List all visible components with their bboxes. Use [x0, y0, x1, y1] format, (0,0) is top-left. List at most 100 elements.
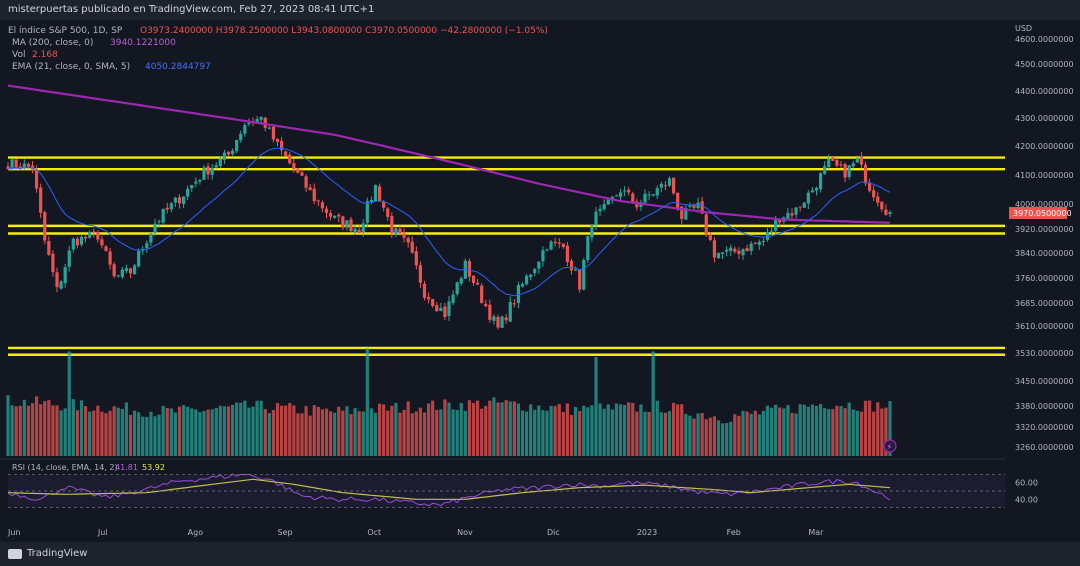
- candle-body: [631, 193, 635, 202]
- volume-bar: [426, 403, 431, 456]
- volume-bar: [308, 415, 312, 456]
- candle-body: [582, 260, 586, 290]
- published-info: misterpuertas publicado en TradingView.c…: [8, 4, 375, 15]
- y-tick-label: 3920.0000000: [1015, 225, 1074, 234]
- flash-icon[interactable]: [883, 439, 897, 453]
- candle-body: [737, 250, 741, 254]
- x-tick-label: 2023: [637, 528, 657, 537]
- volume-bar: [386, 410, 390, 456]
- candle-body: [63, 267, 67, 284]
- candle-body: [627, 189, 631, 193]
- volume-bar: [271, 409, 276, 456]
- volume-bar: [839, 406, 843, 456]
- candle-body: [398, 228, 402, 234]
- candle-body: [557, 242, 561, 244]
- volume-bar: [288, 402, 292, 456]
- candle-body: [128, 268, 133, 274]
- candle-body: [300, 172, 304, 176]
- candle-body: [198, 180, 202, 182]
- volume-bar: [414, 411, 418, 456]
- volume-bar: [635, 411, 639, 456]
- volume-bar: [210, 409, 214, 456]
- candle-body: [549, 241, 553, 250]
- volume-bar: [451, 409, 455, 456]
- volume-bar: [410, 413, 414, 456]
- candle-body: [786, 212, 790, 219]
- candle-body: [120, 269, 124, 277]
- volume-bar: [173, 412, 178, 456]
- x-tick-label: Ago: [188, 528, 204, 537]
- volume-bar: [30, 403, 35, 456]
- legend-rsi-label: RSI (14, close, EMA, 14, 2): [12, 463, 118, 472]
- volume-bar: [157, 414, 161, 456]
- candle-body: [565, 245, 570, 262]
- y-tick-label: 4300.0000000: [1015, 114, 1074, 123]
- candle-body: [55, 272, 59, 288]
- volume-bar: [145, 416, 149, 456]
- price-chart[interactable]: 4600.0000000 4500.0000000 4400.0000000 4300…: [0, 20, 1080, 542]
- volume-bar: [872, 411, 876, 456]
- candle-body: [377, 186, 382, 201]
- candle-body: [872, 190, 876, 198]
- volume-bar: [214, 408, 218, 456]
- tradingview-brand[interactable]: TradingView: [8, 542, 87, 566]
- candle-body: [316, 200, 320, 202]
- volume-bar: [96, 405, 100, 456]
- candle-body: [561, 243, 565, 248]
- candle-body: [132, 265, 137, 275]
- volume-bar: [614, 403, 619, 456]
- candle-body: [75, 238, 80, 246]
- volume-bar: [827, 409, 831, 456]
- volume-bar: [529, 404, 533, 456]
- volume-bar: [186, 406, 190, 456]
- candle-body: [386, 208, 390, 217]
- candle-body: [835, 159, 839, 166]
- candle-body: [884, 209, 888, 215]
- candle-body: [508, 301, 512, 322]
- candle-body: [573, 269, 578, 271]
- volume-bar: [435, 409, 439, 456]
- volume-bar: [447, 402, 451, 456]
- volume-bar: [296, 413, 300, 456]
- volume-bar: [284, 405, 288, 456]
- y-tick-label: 3610.0000000: [1015, 322, 1074, 331]
- candle-body: [149, 233, 153, 243]
- legend-ohlc: O3973.2400000 H3978.2500000 L3943.080000…: [140, 26, 548, 36]
- candle-body: [320, 202, 325, 209]
- candle-body: [700, 201, 704, 214]
- volume-bar: [439, 409, 443, 456]
- candle-body: [602, 204, 606, 210]
- volume-bar: [320, 409, 325, 456]
- candle-body: [745, 248, 749, 252]
- volume-bar: [128, 414, 133, 456]
- volume-bar: [741, 410, 745, 456]
- volume-bar: [169, 408, 173, 456]
- header-bar: misterpuertas publicado en TradingView.c…: [0, 0, 1080, 20]
- volume-bar: [165, 408, 169, 456]
- legend-symbol: El índice S&P 500, 1D, SP: [8, 26, 123, 36]
- candle-body: [88, 231, 92, 238]
- volume-bar: [725, 423, 729, 456]
- volume-bar: [243, 400, 247, 456]
- volume-bar: [480, 408, 484, 456]
- candle-body: [357, 229, 361, 234]
- candle-body: [725, 249, 729, 252]
- legend-vol-label: Vol: [12, 50, 25, 60]
- volume-bar: [484, 405, 488, 456]
- volume-bar: [700, 413, 704, 456]
- rsi-ma-line: [7, 478, 891, 500]
- candle-body: [324, 208, 329, 213]
- candle-body: [116, 275, 120, 277]
- volume-bar: [569, 415, 574, 456]
- candle-body: [267, 127, 271, 129]
- candle-body: [451, 294, 455, 303]
- volume-bar: [774, 404, 778, 456]
- candle-body: [541, 250, 545, 262]
- candle-body: [59, 281, 63, 289]
- volume-bar: [345, 406, 349, 456]
- candle-body: [157, 221, 161, 223]
- volume-bar: [578, 411, 582, 456]
- volume-bar: [545, 410, 549, 456]
- candle-body: [333, 215, 337, 218]
- candle-body: [177, 197, 182, 204]
